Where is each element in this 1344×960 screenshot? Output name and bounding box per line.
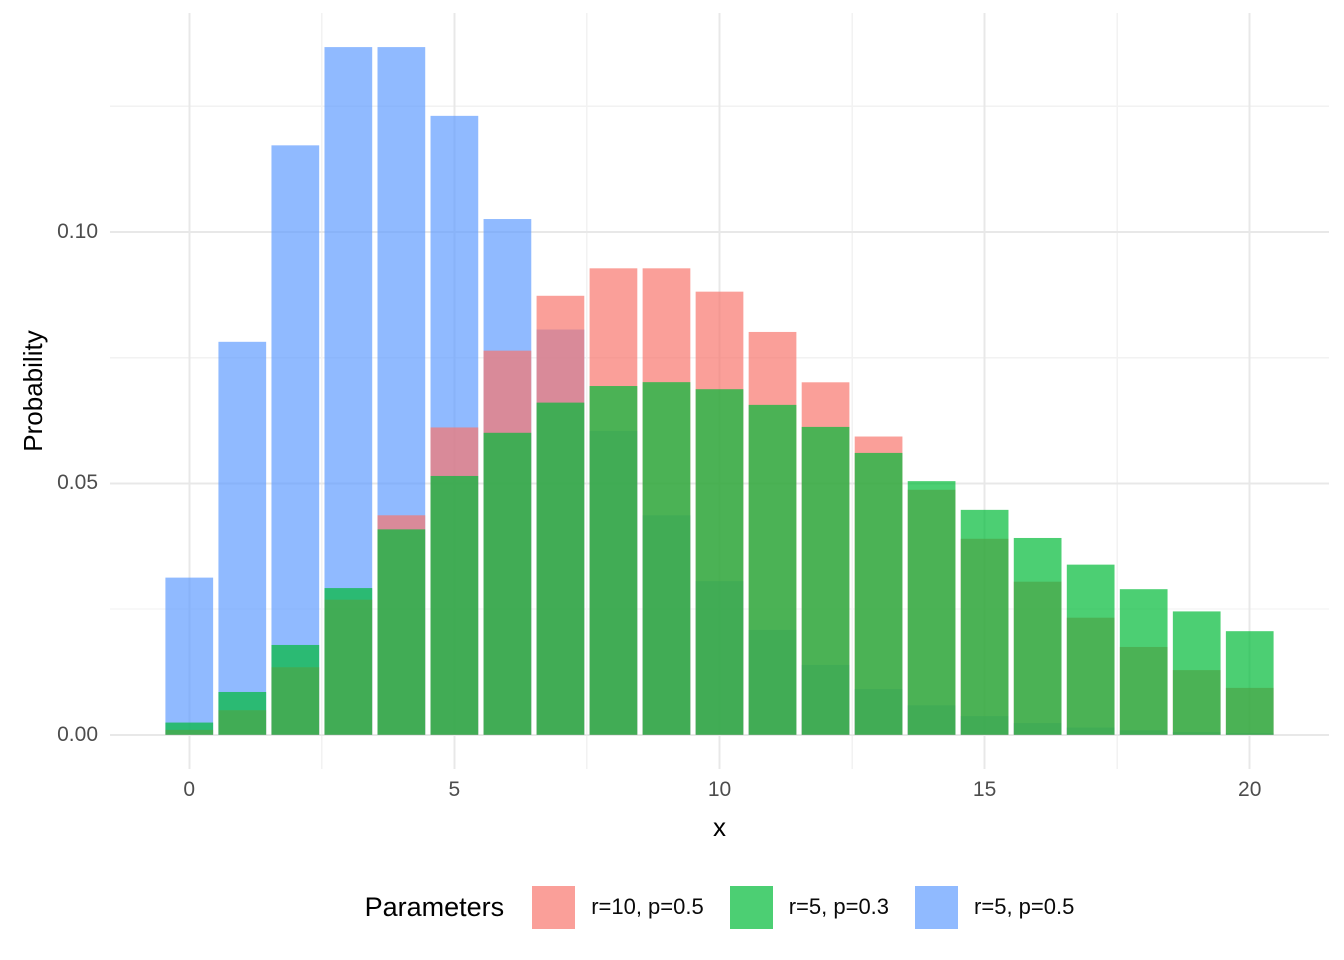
bars-svg	[110, 13, 1329, 769]
bar	[748, 404, 797, 735]
legend-item: r=5, p=0.3	[729, 885, 890, 929]
legend-item: r=10, p=0.5	[532, 885, 704, 929]
x-tick-label: 5	[448, 778, 461, 801]
bar	[536, 402, 585, 735]
bar	[642, 382, 691, 735]
y-tick-label: 0.05	[57, 471, 98, 495]
bar	[801, 426, 850, 735]
x-tick-label: 0	[183, 778, 196, 801]
y-axis-title: Probability	[18, 330, 48, 452]
bar	[960, 509, 1009, 735]
bar	[324, 588, 373, 735]
bar	[271, 644, 320, 735]
legend-key-swatch	[532, 885, 576, 929]
y-tick-label: 0.00	[57, 722, 98, 746]
bar	[218, 341, 267, 735]
y-tick-label: 0.10	[57, 219, 98, 243]
legend-title: Parameters	[364, 891, 505, 922]
bar	[483, 432, 532, 735]
bar	[1225, 631, 1274, 735]
bar	[589, 386, 638, 735]
bar	[271, 145, 320, 735]
bar-series-r-5-p-0.3	[165, 382, 1274, 735]
x-tick-label: 10	[707, 778, 732, 801]
legend-label: r=10, p=0.5	[591, 894, 704, 919]
bar	[1066, 564, 1115, 735]
bar	[1172, 611, 1221, 735]
bar	[695, 389, 744, 735]
bar	[165, 722, 214, 735]
bar	[1119, 589, 1168, 735]
legend-key-swatch	[915, 885, 959, 929]
bar	[430, 475, 479, 735]
bar	[377, 529, 426, 735]
bar	[907, 481, 956, 735]
bar	[854, 452, 903, 735]
bar	[1013, 537, 1062, 735]
bar	[218, 691, 267, 735]
legend-item: r=5, p=0.5	[915, 885, 1075, 929]
x-tick-label: 15	[972, 778, 997, 801]
x-tick-label: 20	[1238, 778, 1262, 801]
x-axis-title: x	[713, 812, 726, 842]
legend-label: r=5, p=0.3	[788, 894, 890, 919]
plot-panel	[110, 13, 1329, 769]
bar	[165, 577, 214, 735]
legend: Parameters r=10, p=0.5 r=5, p=0.3 r=5, p=0…	[110, 884, 1329, 930]
legend-key-swatch	[729, 885, 773, 929]
legend-label: r=5, p=0.5	[974, 894, 1075, 919]
